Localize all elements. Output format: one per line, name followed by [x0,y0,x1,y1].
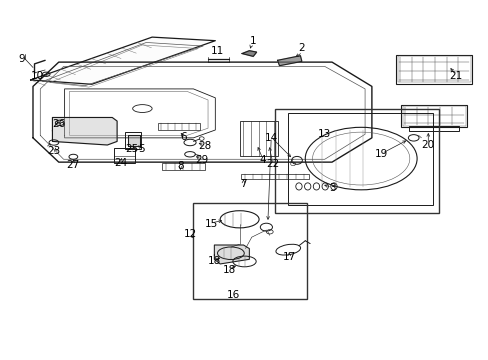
Polygon shape [214,245,249,264]
Bar [402,106,465,126]
Text: 6: 6 [180,132,186,142]
Text: 13: 13 [318,129,331,139]
Text: 14: 14 [264,133,277,143]
Bar [125,132,141,149]
Text: 27: 27 [66,160,80,170]
Bar [287,113,432,205]
Text: 8: 8 [177,161,183,171]
Text: 17: 17 [282,252,295,262]
Text: 18: 18 [222,265,235,275]
Polygon shape [30,37,215,84]
Bar [240,174,308,179]
Bar [162,163,204,170]
Bar [395,55,471,84]
Polygon shape [52,117,117,145]
Bar [239,121,277,156]
Bar [397,56,469,82]
Text: 21: 21 [448,71,462,81]
Text: 25: 25 [125,144,138,154]
Polygon shape [277,56,301,66]
Text: 28: 28 [198,141,211,151]
Text: 29: 29 [195,156,208,165]
Text: 7: 7 [240,179,246,189]
Text: 15: 15 [204,219,218,229]
Text: 20: 20 [421,140,434,150]
Text: 23: 23 [47,146,61,156]
Text: 26: 26 [52,118,65,129]
Text: 2: 2 [298,43,305,53]
Text: 3: 3 [328,183,335,193]
Text: 1: 1 [249,36,256,46]
Text: 18: 18 [207,256,221,266]
Polygon shape [127,135,140,146]
Bar [193,203,306,298]
Bar [114,148,135,163]
Text: 5: 5 [138,144,144,154]
Text: 12: 12 [183,229,196,239]
Text: 16: 16 [227,290,240,300]
Text: 22: 22 [265,159,279,169]
Polygon shape [242,51,256,57]
Bar [158,123,200,130]
Bar [408,126,458,131]
Text: 19: 19 [374,149,387,159]
Text: 10: 10 [31,71,44,81]
Bar [400,105,466,127]
Text: 9: 9 [19,54,25,64]
Text: 24: 24 [114,158,127,168]
Text: 4: 4 [259,156,266,165]
Bar [274,109,438,213]
Text: 11: 11 [211,46,224,56]
